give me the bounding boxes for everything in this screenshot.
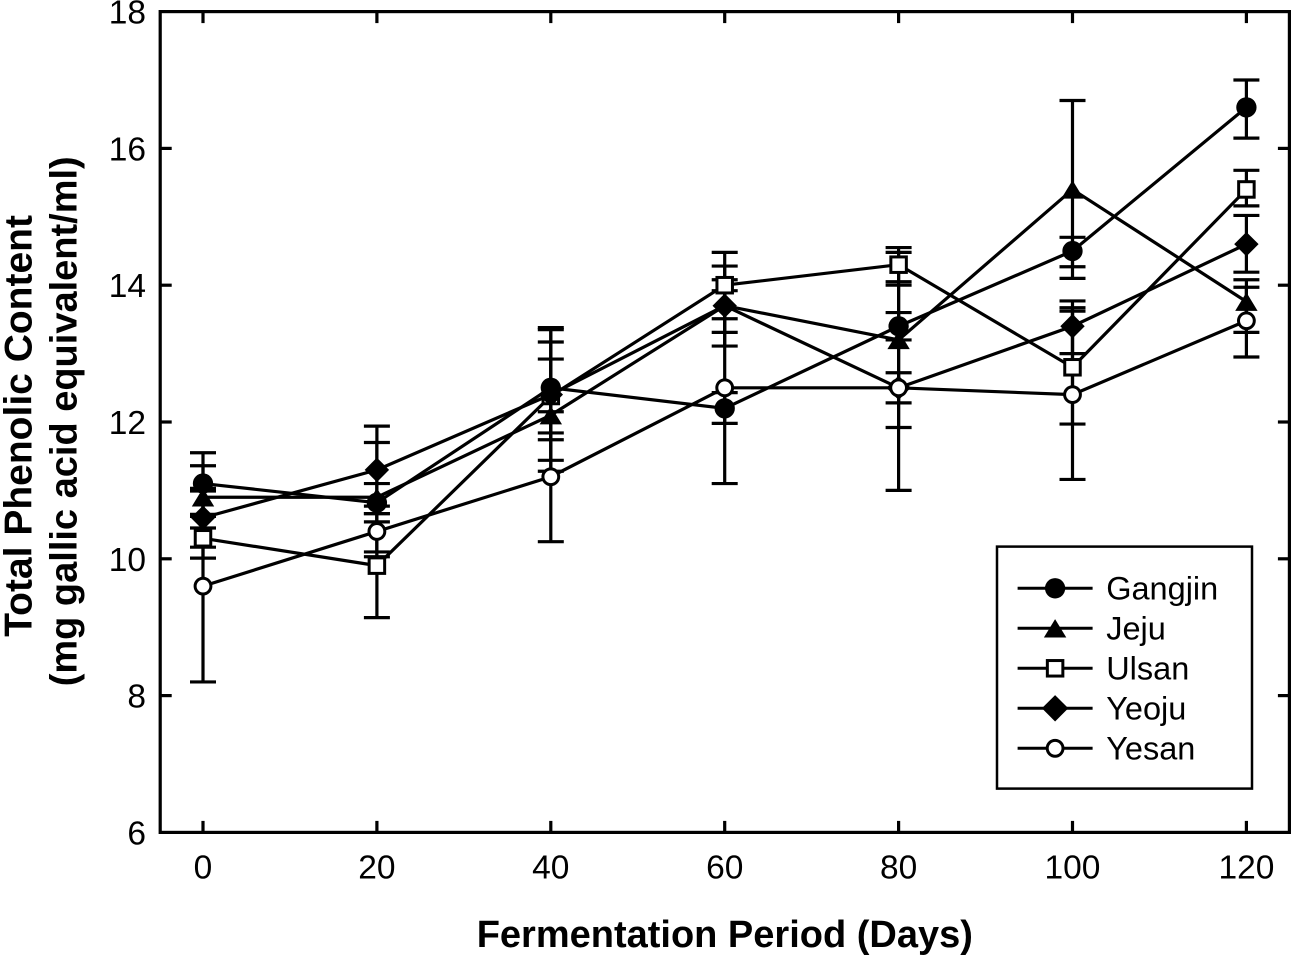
svg-text:Yeoju: Yeoju: [1106, 691, 1186, 727]
svg-text:Jeju: Jeju: [1106, 611, 1166, 647]
svg-text:Total Phenolic Content: Total Phenolic Content: [0, 215, 41, 637]
svg-text:20: 20: [358, 850, 395, 887]
svg-text:16: 16: [109, 131, 146, 168]
svg-text:Fermentation Period (Days): Fermentation Period (Days): [477, 914, 973, 956]
svg-text:(mg gallic acid equivalent/ml): (mg gallic acid equivalent/ml): [44, 156, 86, 686]
svg-text:8: 8: [127, 679, 146, 716]
svg-text:40: 40: [532, 850, 569, 887]
svg-text:18: 18: [109, 0, 146, 32]
svg-text:0: 0: [194, 850, 213, 887]
svg-text:Gangjin: Gangjin: [1106, 571, 1218, 607]
svg-text:14: 14: [109, 268, 146, 305]
svg-text:100: 100: [1045, 850, 1101, 887]
svg-text:10: 10: [109, 542, 146, 579]
svg-text:6: 6: [127, 815, 146, 852]
svg-text:80: 80: [880, 850, 917, 887]
svg-text:12: 12: [109, 405, 146, 442]
svg-text:Ulsan: Ulsan: [1106, 651, 1189, 687]
svg-text:60: 60: [706, 850, 743, 887]
svg-text:Yesan: Yesan: [1106, 731, 1195, 767]
svg-text:120: 120: [1218, 850, 1274, 887]
